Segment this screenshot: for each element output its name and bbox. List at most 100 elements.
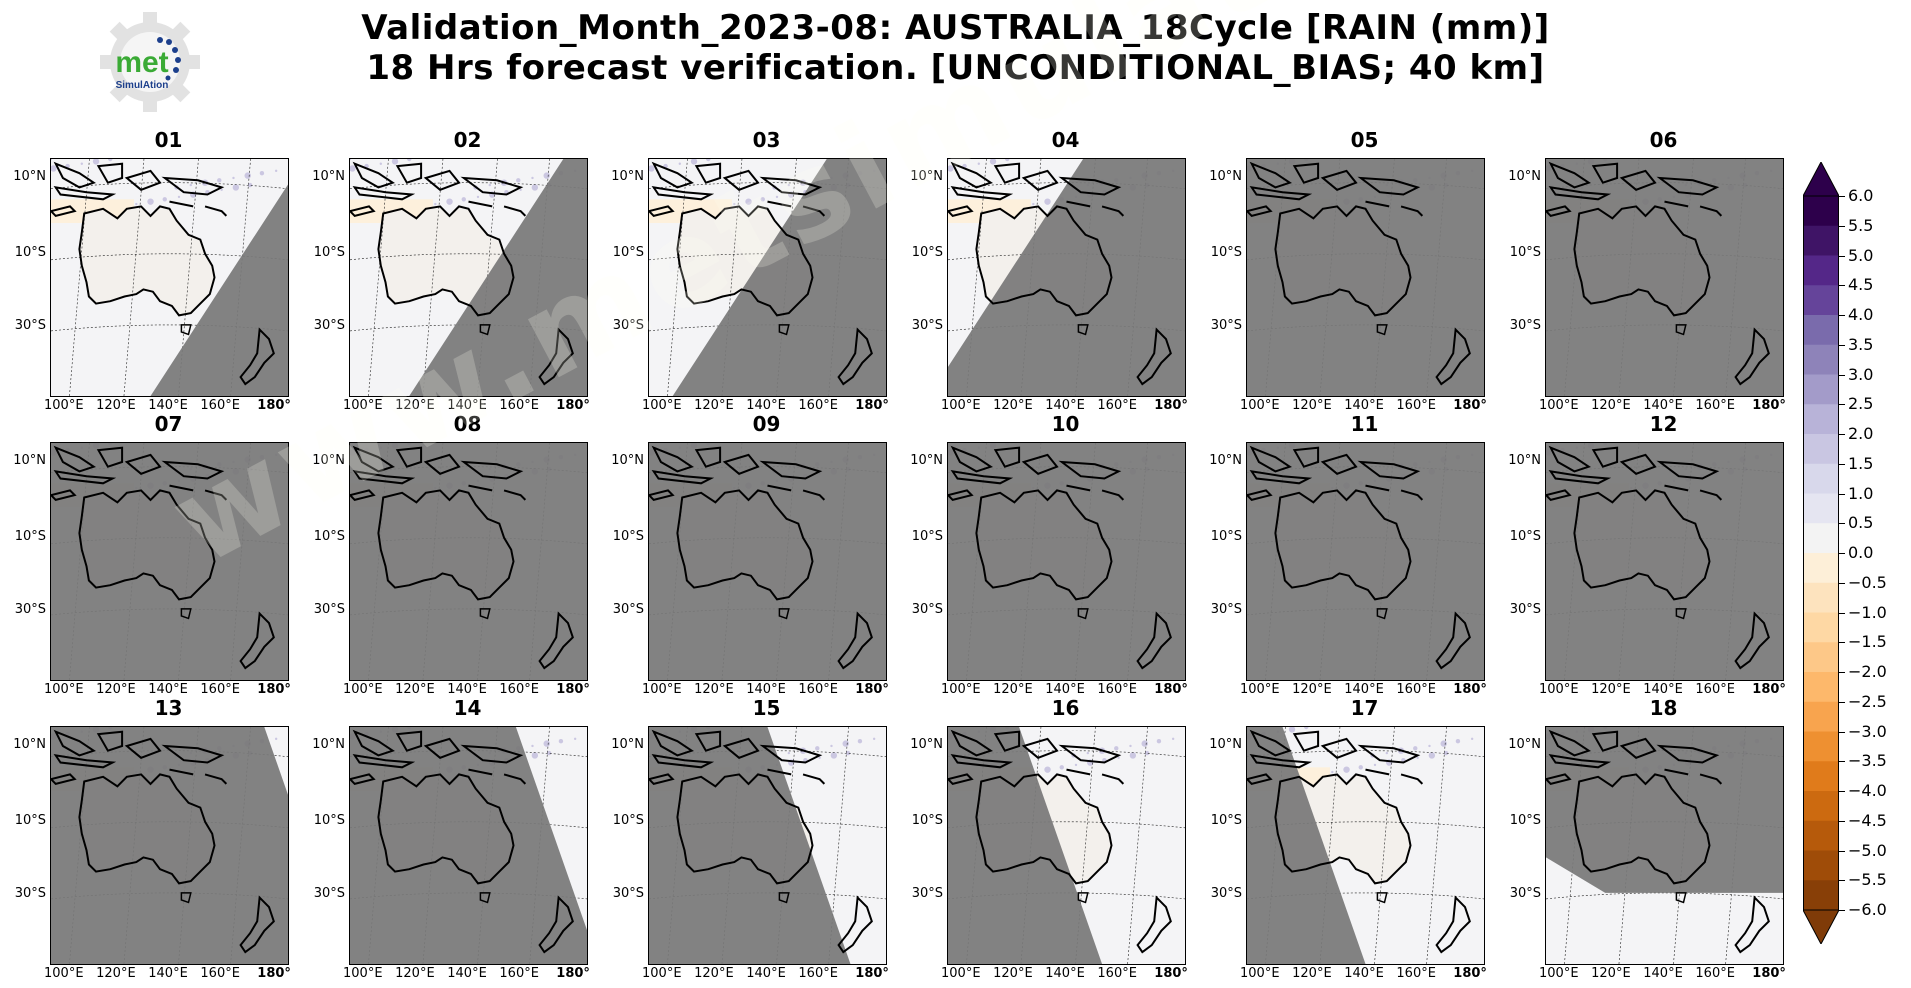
forecast-map-panel xyxy=(1545,726,1784,965)
longitude-label: 120°E xyxy=(694,398,734,413)
colorbar-tick-label: 3.0 xyxy=(1848,364,1874,384)
colorbar-tick xyxy=(1839,493,1845,495)
forecast-map-panel xyxy=(947,158,1186,397)
latitude-label: 10°S xyxy=(14,528,46,544)
map-graphic xyxy=(1247,443,1484,680)
map-graphic xyxy=(51,443,288,680)
forecast-map-panel xyxy=(648,726,887,965)
latitude-label: 10°S xyxy=(612,244,644,260)
longitude-label: 180° xyxy=(1752,398,1786,413)
colorbar-tick xyxy=(1839,404,1845,406)
colorbar-tick-label: −3.5 xyxy=(1848,751,1887,771)
longitude-label: 120°E xyxy=(395,966,435,981)
longitude-label: 100°E xyxy=(941,682,981,697)
gear-icon: met SimulAtion xyxy=(100,12,200,112)
latitude-label: 10°S xyxy=(1509,812,1541,828)
longitude-label: 120°E xyxy=(395,398,435,413)
latitude-label: 30°S xyxy=(612,886,644,902)
longitude-label: 140°E xyxy=(746,682,786,697)
colorbar-tick-label: 1.0 xyxy=(1848,483,1874,503)
met-simulation-logo: met SimulAtion xyxy=(98,10,202,114)
panel-title: 10 xyxy=(1051,412,1080,436)
latitude-label: 30°S xyxy=(14,886,46,902)
map-graphic xyxy=(1546,443,1783,680)
longitude-label: 160°E xyxy=(1695,966,1735,981)
colorbar-tick xyxy=(1839,910,1845,911)
latitude-label: 10°S xyxy=(612,812,644,828)
longitude-label: 140°E xyxy=(1344,682,1384,697)
latitude-label: 10°N xyxy=(312,736,345,752)
latitude-label: 30°S xyxy=(14,318,46,334)
map-graphic xyxy=(649,159,886,396)
colorbar-tick-label: −3.0 xyxy=(1848,721,1887,741)
longitude-label: 180° xyxy=(1154,398,1188,413)
latitude-label: 30°S xyxy=(313,602,345,618)
latitude-label: 30°S xyxy=(14,602,46,618)
panel-title: 06 xyxy=(1649,128,1678,152)
longitude-label: 100°E xyxy=(1240,682,1280,697)
colorbar-tick-label: −1.0 xyxy=(1848,602,1887,622)
colorbar-tick-label: −5.5 xyxy=(1848,870,1887,890)
longitude-label: 140°E xyxy=(1643,966,1683,981)
longitude-label: 180° xyxy=(855,682,889,697)
map-graphic xyxy=(1546,159,1783,396)
map-graphic xyxy=(1546,727,1783,964)
colorbar-tick xyxy=(1839,523,1845,525)
colorbar-tick xyxy=(1839,255,1845,257)
latitude-label: 10°N xyxy=(13,452,46,468)
longitude-label: 160°E xyxy=(1695,398,1735,413)
longitude-label: 140°E xyxy=(148,682,188,697)
forecast-map-panel xyxy=(50,158,289,397)
forecast-map-panel xyxy=(947,726,1186,965)
longitude-label: 100°E xyxy=(1240,398,1280,413)
longitude-label: 140°E xyxy=(746,398,786,413)
latitude-label: 30°S xyxy=(1509,886,1541,902)
latitude-label: 10°S xyxy=(1509,244,1541,260)
longitude-label: 140°E xyxy=(447,398,487,413)
longitude-label: 120°E xyxy=(96,966,136,981)
longitude-label: 140°E xyxy=(447,966,487,981)
latitude-label: 10°N xyxy=(611,736,644,752)
longitude-label: 160°E xyxy=(798,966,838,981)
panel-title: 03 xyxy=(752,128,781,152)
longitude-label: 140°E xyxy=(447,682,487,697)
colorbar-tick-label: 2.0 xyxy=(1848,424,1874,443)
forecast-map-panel xyxy=(1246,158,1485,397)
longitude-label: 160°E xyxy=(1396,682,1436,697)
colorbar-tick-label: 5.0 xyxy=(1848,245,1874,265)
latitude-label: 10°S xyxy=(14,244,46,260)
latitude-label: 10°S xyxy=(612,528,644,544)
map-graphic xyxy=(1247,159,1484,396)
map-graphic xyxy=(1247,727,1484,964)
panel-title: 08 xyxy=(453,412,482,436)
longitude-label: 180° xyxy=(556,966,590,981)
colorbar-tick xyxy=(1839,761,1845,763)
colorbar-tick-label: 0.5 xyxy=(1848,513,1874,533)
colorbar-tick xyxy=(1839,612,1845,614)
colorbar-tick-label: −6.0 xyxy=(1848,900,1887,919)
forecast-map-panel xyxy=(349,158,588,397)
map-graphic xyxy=(948,159,1185,396)
latitude-label: 10°S xyxy=(313,812,345,828)
longitude-label: 100°E xyxy=(44,398,84,413)
colorbar-tick-label: −2.5 xyxy=(1848,691,1887,711)
longitude-label: 160°E xyxy=(1097,682,1137,697)
longitude-label: 100°E xyxy=(1539,966,1579,981)
figure-title-line1: Validation_Month_2023-08: AUSTRALIA_18Cy… xyxy=(361,8,1550,48)
latitude-label: 30°S xyxy=(1210,318,1242,334)
longitude-label: 160°E xyxy=(798,682,838,697)
latitude-label: 10°N xyxy=(312,168,345,184)
longitude-label: 180° xyxy=(1154,682,1188,697)
panel-title: 01 xyxy=(154,128,183,152)
colorbar-tick xyxy=(1839,553,1845,554)
latitude-label: 10°N xyxy=(910,736,943,752)
colorbar xyxy=(1802,160,1840,946)
longitude-label: 100°E xyxy=(44,682,84,697)
colorbar-tick xyxy=(1839,880,1845,882)
panel-title: 14 xyxy=(453,696,482,720)
colorbar-tick xyxy=(1839,701,1845,703)
panel-title: 09 xyxy=(752,412,781,436)
colorbar-graphic xyxy=(1802,160,1840,946)
colorbar-tick-label: 5.5 xyxy=(1848,215,1874,235)
colorbar-tick xyxy=(1839,820,1845,822)
